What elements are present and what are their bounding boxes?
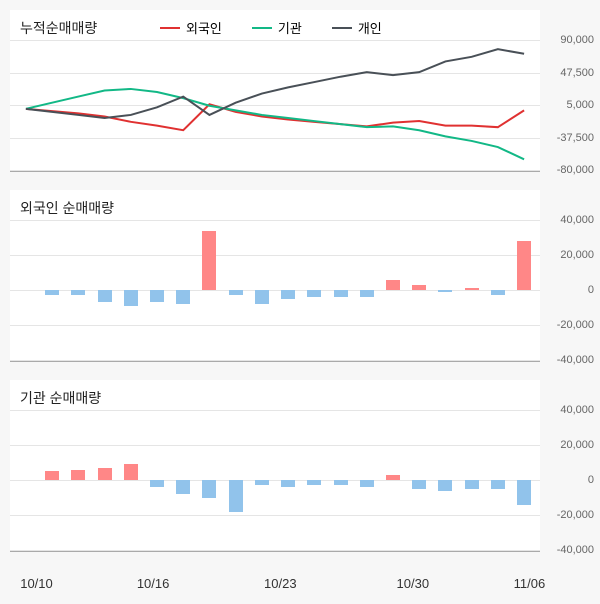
gridline	[10, 360, 540, 361]
y-tick-label: 5,000	[566, 99, 594, 111]
plot-area-3	[10, 410, 540, 550]
panel-foreigner: 외국인 순매매량	[10, 190, 540, 362]
y-axis-2: -40,000-20,000020,00040,000	[542, 190, 594, 360]
gridline	[10, 410, 540, 411]
bar	[281, 480, 295, 487]
series-individual	[26, 49, 524, 118]
y-tick-label: 40,000	[560, 404, 594, 416]
bar	[255, 290, 269, 304]
legend-label: 개인	[358, 18, 382, 37]
y-tick-label: 0	[588, 474, 594, 486]
bar	[124, 290, 138, 306]
bar	[517, 480, 531, 505]
bar	[491, 480, 505, 489]
plot-area-1	[10, 40, 540, 170]
legend-swatch	[252, 27, 272, 29]
y-tick-label: 20,000	[560, 249, 594, 261]
bar	[334, 480, 348, 485]
y-tick-label: -80,000	[557, 164, 594, 176]
bar	[98, 468, 112, 480]
y-tick-label: -20,000	[557, 509, 594, 521]
bar	[202, 480, 216, 498]
legend-label: 외국인	[186, 18, 222, 37]
x-tick-label: 10/10	[20, 576, 53, 591]
bar	[150, 480, 164, 487]
panel-title-2: 외국인 순매매량	[20, 198, 114, 218]
bar	[71, 470, 85, 481]
bar	[517, 241, 531, 290]
bar	[307, 290, 321, 297]
bar	[176, 480, 190, 494]
panel-title-1: 누적순매매량	[20, 18, 97, 38]
gridline	[10, 550, 540, 551]
y-tick-label: 47,500	[560, 67, 594, 79]
bar	[71, 290, 85, 295]
legend-item: 기관	[252, 18, 302, 37]
bar	[438, 290, 452, 292]
gridline	[10, 325, 540, 326]
legend-item: 개인	[332, 18, 382, 37]
y-tick-label: -37,500	[557, 132, 594, 144]
bar	[438, 480, 452, 491]
bar	[360, 480, 374, 487]
gridline	[10, 170, 540, 171]
bar	[45, 290, 59, 295]
series-institution	[26, 89, 524, 159]
y-tick-label: -40,000	[557, 544, 594, 556]
y-tick-label: 0	[588, 284, 594, 296]
line-chart-svg	[10, 40, 540, 170]
gridline	[10, 515, 540, 516]
legend-swatch	[160, 27, 180, 29]
y-axis-1: -80,000-37,5005,00047,50090,000	[542, 10, 594, 170]
bar	[176, 290, 190, 304]
x-tick-label: 10/16	[137, 576, 170, 591]
x-tick-label: 11/06	[514, 576, 546, 591]
gridline	[10, 290, 540, 291]
bar	[386, 280, 400, 291]
y-axis-3: -40,000-20,000020,00040,000	[542, 380, 594, 550]
legend-label: 기관	[278, 18, 302, 37]
bar	[334, 290, 348, 297]
panel-cumulative: 누적순매매량 외국인 기관 개인	[10, 10, 540, 172]
y-tick-label: 90,000	[560, 34, 594, 46]
bar	[124, 464, 138, 480]
bar	[465, 480, 479, 489]
bar	[412, 285, 426, 290]
bar	[229, 480, 243, 512]
y-tick-label: 20,000	[560, 439, 594, 451]
y-tick-label: 40,000	[560, 214, 594, 226]
panel-institution: 기관 순매매량	[10, 380, 540, 552]
bar	[465, 288, 479, 290]
bar	[229, 290, 243, 295]
x-tick-label: 10/30	[397, 576, 430, 591]
bar	[281, 290, 295, 299]
bar	[491, 290, 505, 295]
bar	[412, 480, 426, 489]
gridline	[10, 220, 540, 221]
bar	[255, 480, 269, 485]
gridline	[10, 445, 540, 446]
plot-area-2	[10, 220, 540, 360]
x-axis: 10/1010/1610/2310/3011/06	[10, 576, 540, 596]
bar	[360, 290, 374, 297]
y-tick-label: -20,000	[557, 319, 594, 331]
bar	[307, 480, 321, 485]
legend: 외국인 기관 개인	[160, 18, 382, 37]
panel-title-3: 기관 순매매량	[20, 388, 101, 408]
gridline	[10, 480, 540, 481]
bar	[45, 471, 59, 480]
chart-container: 누적순매매량 외국인 기관 개인 -80,000 -37,500 5,000 47,500…	[0, 0, 600, 604]
bar	[98, 290, 112, 302]
legend-item: 외국인	[160, 18, 222, 37]
legend-swatch	[332, 27, 352, 29]
bar	[150, 290, 164, 302]
bar	[202, 231, 216, 291]
y-tick-label: -40,000	[557, 354, 594, 366]
bar	[386, 475, 400, 480]
gridline	[10, 255, 540, 256]
x-tick-label: 10/23	[264, 576, 297, 591]
